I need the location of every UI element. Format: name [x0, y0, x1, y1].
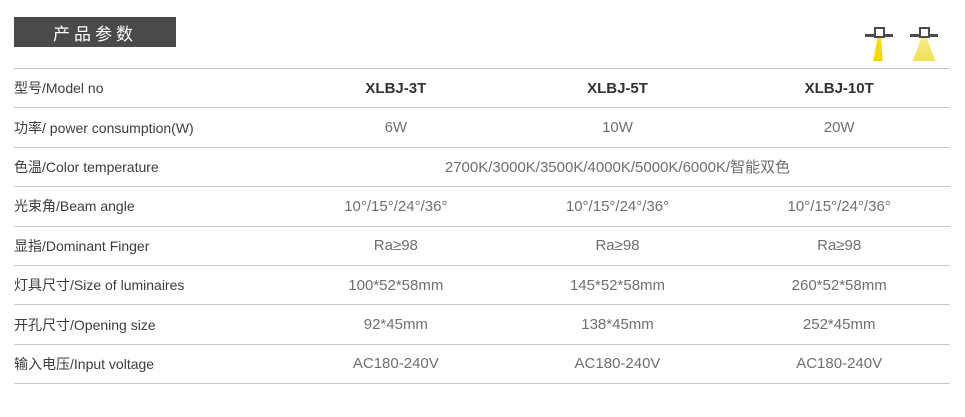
power-value-3: 20W	[823, 119, 855, 137]
row-label-input-voltage: 输入电压/Input voltage	[14, 355, 155, 372]
luminaire-size-value-3: 260*52*58mm	[791, 276, 887, 294]
model-value-2: XLBJ-5T	[587, 79, 648, 97]
table-row-color-temperature: 色温/Color temperature 2700K/3000K/3500K/4…	[14, 148, 950, 188]
model-value-3: XLBJ-10T	[804, 79, 874, 97]
row-label-opening-size: 开孔尺寸/Opening size	[14, 316, 156, 333]
beam-angle-value-2: 10°/15°/24°/36°	[565, 197, 670, 215]
table-row-opening-size: 开孔尺寸/Opening size 92*45mm 138*45mm 252*4…	[14, 305, 950, 345]
table-row-cri: 显指/Dominant Finger Ra≥98 Ra≥98 Ra≥98	[14, 227, 950, 266]
color-temperature-value: 2700K/3000K/3500K/4000K/5000K/6000K/智能双色	[444, 159, 791, 177]
power-value-2: 10W	[602, 119, 633, 137]
model-value-1: XLBJ-3T	[365, 79, 427, 97]
table-row-power: 功率/ power consumption(W) 6W 10W 20W	[14, 108, 950, 148]
narrow-light-beam	[873, 37, 883, 61]
row-label-cri: 显指/Dominant Finger	[14, 237, 150, 254]
table-row-luminaire-size: 灯具尺寸/Size of luminaires 100*52*58mm 145*…	[14, 266, 950, 306]
row-label-color-temperature: 色温/Color temperature	[14, 158, 159, 175]
section-title-badge: 产品参数	[14, 17, 176, 47]
input-voltage-value-1: AC180-240V	[352, 355, 439, 373]
input-voltage-value-3: AC180-240V	[796, 355, 883, 373]
lamp-fixture	[919, 27, 930, 38]
table-row-beam-angle: 光束角/Beam angle 10°/15°/24°/36° 10°/15°/2…	[14, 187, 950, 227]
beam-angle-value-1: 10°/15°/24°/36°	[344, 197, 448, 215]
beam-angle-value-3: 10°/15°/24°/36°	[787, 197, 891, 215]
wide-beam-downlight-icon	[907, 25, 941, 61]
cri-value-3: Ra≥98	[817, 237, 862, 255]
table-row-input-voltage: 输入电压/Input voltage AC180-240V AC180-240V…	[14, 345, 950, 385]
opening-size-value-3: 252*45mm	[802, 316, 876, 334]
narrow-beam-downlight-icon	[862, 25, 896, 61]
wide-light-beam	[912, 37, 936, 61]
row-label-model: 型号/Model no	[14, 80, 104, 97]
cri-value-2: Ra≥98	[595, 237, 640, 255]
luminaire-size-value-2: 145*52*58mm	[569, 276, 666, 294]
lamp-fixture	[874, 27, 885, 38]
row-label-power: 功率/ power consumption(W)	[14, 119, 194, 136]
row-label-beam-angle: 光束角/Beam angle	[14, 198, 135, 215]
luminaire-size-value-1: 100*52*58mm	[348, 276, 444, 294]
opening-size-value-2: 138*45mm	[581, 316, 654, 334]
opening-size-value-1: 92*45mm	[363, 316, 428, 334]
power-value-1: 6W	[384, 119, 408, 137]
table-row-model: 型号/Model no XLBJ-3T XLBJ-5T XLBJ-10T	[14, 69, 950, 109]
row-label-luminaire-size: 灯具尺寸/Size of luminaires	[14, 277, 185, 294]
cri-value-1: Ra≥98	[373, 237, 418, 255]
product-spec-table: 型号/Model no XLBJ-3T XLBJ-5T XLBJ-10T 功率/…	[14, 68, 950, 385]
input-voltage-value-2: AC180-240V	[574, 355, 661, 373]
section-title: 产品参数	[53, 24, 137, 44]
